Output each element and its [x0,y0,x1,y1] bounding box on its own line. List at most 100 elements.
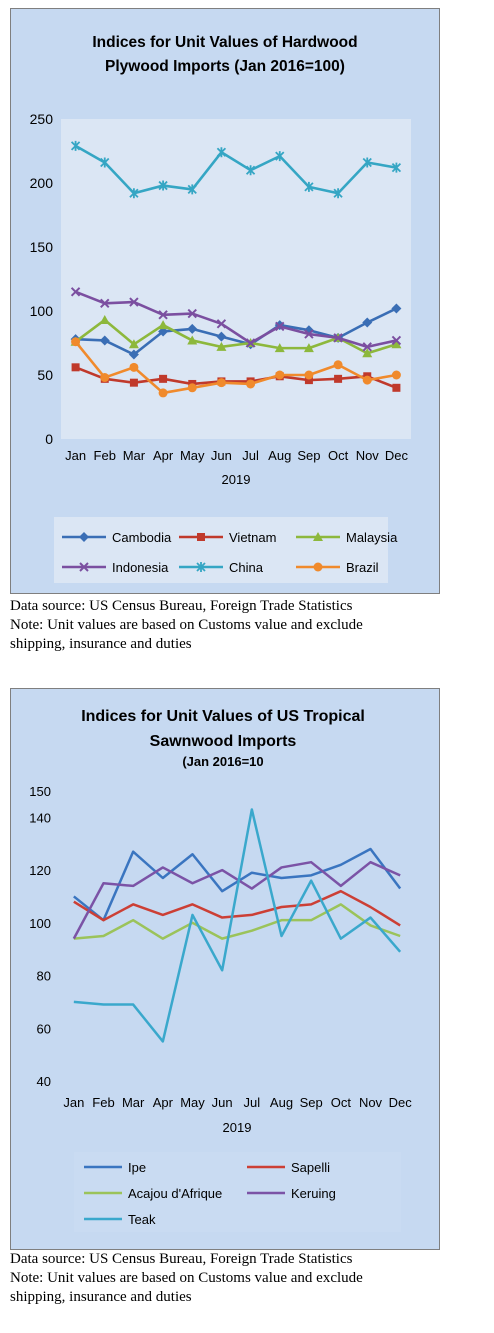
unit-values-note: Note: Unit values are based on Customs v… [10,617,363,633]
plywood-legend-marker-indonesia [79,562,89,572]
plywood-point-china-nov [362,157,372,168]
plywood-point-brazil-oct [333,360,343,370]
plywood-point-vietnam-jan [71,363,80,372]
plywood-point-brazil-mar [129,362,139,372]
sawnwood-legend [74,1152,401,1232]
plywood-point-brazil-jul [246,379,256,389]
sawnwood-ytick-40: 40 [37,1074,51,1089]
plywood-point-malaysia-apr [158,320,169,330]
sawnwood-xtick-feb: Feb [92,1095,114,1110]
plywood-legend-marker-china [196,562,206,572]
plywood-chart: Indices for Unit Values of Hardwood Plywo… [30,34,411,583]
plywood-point-malaysia-may [187,335,198,345]
plywood-point-indonesia-jan [70,287,81,297]
plywood-point-indonesia-jul [245,338,256,348]
sawnwood-ytick-120: 120 [29,863,51,878]
sawnwood-xtick-oct: Oct [331,1095,352,1110]
plywood-point-cambodia-jun [216,331,227,342]
plywood-point-indonesia-aug [275,321,285,332]
plywood-xtick-sep: Sep [297,448,320,463]
plywood-point-indonesia-may [187,308,197,319]
plywood-line-vietnam [75,366,397,390]
sawnwood-title-line-1: Indices for Unit Values of US Tropical [81,708,365,725]
plywood-point-indonesia-oct [333,333,343,343]
plywood-x-axis-title: 2019 [222,472,251,487]
plywood-point-china-jun [216,147,227,158]
plywood-point-china-jul [245,165,256,176]
plywood-point-indonesia-jun [216,319,227,329]
sawnwood-line-sapelli [73,889,401,927]
plywood-xtick-nov: Nov [356,448,380,463]
plywood-ytick-150: 150 [30,239,54,255]
sawnwood-plot-area [59,791,415,1081]
plywood-point-china-apr [158,180,168,191]
sawnwood-ytick-140: 140 [29,810,51,825]
sawnwood-xtick-mar: Mar [122,1095,145,1110]
sawnwood-series-teak [73,808,402,1043]
plywood-point-indonesia-dec [391,335,402,346]
plywood-ytick-250: 250 [30,111,54,127]
plywood-point-malaysia-mar [128,339,139,349]
plywood-xtick-oct: Oct [328,448,349,463]
sawnwood-line-keruing [72,860,401,940]
plywood-point-china-aug [275,151,285,162]
plywood-legend-marker-malaysia [313,532,323,541]
sawnwood-chart-notes: Data source: US Census Bureau, Foreign T… [10,1250,490,1307]
sawnwood-chart-panel: Indices for Unit Values of US Tropical Sa… [10,688,440,1250]
plywood-point-brazil-aug [275,370,285,380]
plywood-xtick-apr: Apr [153,448,174,463]
plywood-chart-panel: Indices for Unit Values of Hardwood Plywo… [10,8,440,594]
plywood-point-china-dec [391,162,402,173]
plywood-point-china-oct [333,188,343,199]
plywood-ytick-200: 200 [30,175,54,191]
plywood-point-brazil-dec [391,370,401,380]
plywood-xtick-dec: Dec [385,448,409,463]
plywood-legend-label-vietnam: Vietnam [229,530,276,545]
plywood-line-china [74,144,397,195]
sawnwood-x-axis-title: 2019 [223,1120,252,1135]
sawnwood-xtick-may: May [180,1095,205,1110]
plywood-point-brazil-apr [158,388,168,398]
plywood-point-indonesia-feb [100,298,110,309]
plywood-point-cambodia-mar [128,349,139,360]
plywood-legend-label-china: China [229,560,264,575]
plywood-xtick-feb: Feb [94,448,116,463]
plywood-point-china-may [187,184,197,195]
plywood-ytick-50: 50 [37,367,53,383]
plywood-point-cambodia-may [187,323,198,334]
sawnwood-xtick-aug: Aug [270,1095,293,1110]
sawnwood-xtick-jul: Jul [244,1095,261,1110]
plywood-xtick-jun: Jun [211,448,232,463]
plywood-point-brazil-jun [216,378,226,388]
sawnwood-xtick-jun: Jun [212,1095,233,1110]
plywood-point-vietnam-dec [392,383,401,392]
plywood-point-brazil-jan [71,337,81,347]
plywood-point-china-jan [70,140,81,151]
plywood-point-malaysia-feb [99,314,110,324]
plywood-ytick-0: 0 [45,431,53,447]
sawnwood-ytick-60: 60 [37,1021,51,1036]
plywood-xtick-jan: Jan [65,448,86,463]
plywood-ytick-100: 100 [30,303,54,319]
plywood-point-malaysia-sep [303,343,314,353]
plywood-point-indonesia-apr [158,310,168,320]
plywood-point-brazil-may [187,383,197,393]
plywood-legend-marker-cambodia [79,532,89,542]
data-source-note: Data source: US Census Bureau, Foreign T… [10,598,353,614]
plywood-line-brazil [74,340,397,395]
plywood-point-china-mar [129,188,139,199]
sawnwood-legend-label-sapelli: Sapelli [291,1160,330,1175]
sawnwood-xtick-dec: Dec [389,1095,413,1110]
plywood-point-brazil-nov [362,375,372,385]
plywood-point-cambodia-nov [362,317,373,328]
plywood-series-brazil [71,337,401,398]
sawnwood-line-ipe [73,847,402,922]
plywood-point-china-sep [304,181,314,192]
sawnwood-title-line-2: Sawnwood Imports [150,733,297,750]
plywood-point-cambodia-feb [99,335,110,346]
plywood-point-brazil-feb [100,373,110,383]
plywood-point-indonesia-mar [129,297,139,307]
unit-values-note: Note: Unit values are based on Customs v… [10,1270,363,1286]
sawnwood-ytick-80: 80 [37,969,51,984]
sawnwood-line-acajou-d-afrique [73,903,401,940]
